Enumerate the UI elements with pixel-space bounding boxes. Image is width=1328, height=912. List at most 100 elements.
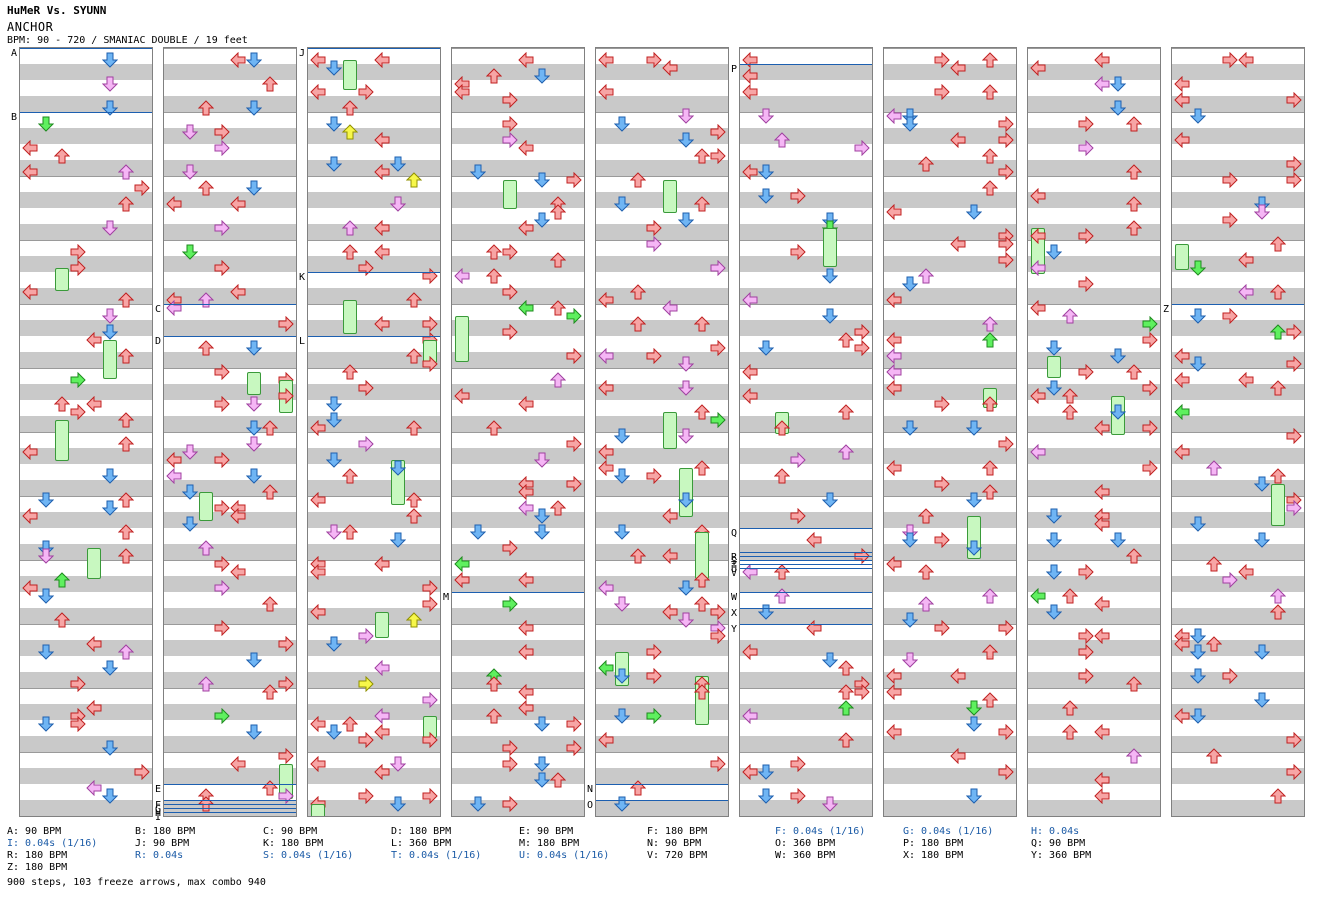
legend-entry: P: 180 BPM: [903, 838, 964, 849]
left-arrow-icon: [22, 580, 38, 596]
beat-band: [452, 736, 584, 752]
down-arrow-icon: [1110, 348, 1126, 364]
measure-line: [1028, 48, 1160, 49]
up-arrow-icon: [1270, 788, 1286, 804]
beat-band: [1028, 256, 1160, 272]
down-arrow-icon: [102, 660, 118, 676]
down-arrow-icon: [246, 436, 262, 452]
legend-entry: R: 180 BPM: [7, 850, 68, 861]
right-arrow-icon: [566, 476, 582, 492]
beat-band: [452, 384, 584, 400]
up-arrow-icon: [118, 548, 134, 564]
bpm-change-line: [20, 48, 152, 49]
right-arrow-icon: [502, 756, 518, 772]
down-arrow-icon: [1046, 244, 1062, 260]
bpm-marker-label: L: [299, 336, 306, 347]
measure-line: [20, 624, 152, 625]
right-arrow-icon: [214, 260, 230, 276]
left-arrow-icon: [1094, 484, 1110, 500]
up-arrow-icon: [262, 684, 278, 700]
left-arrow-icon: [374, 316, 390, 332]
beat-band: [164, 288, 296, 304]
beat-band: [884, 704, 1016, 720]
up-arrow-icon: [486, 676, 502, 692]
measure-line: [596, 304, 728, 305]
right-arrow-icon: [358, 732, 374, 748]
down-arrow-icon: [614, 596, 630, 612]
beat-band: [884, 768, 1016, 784]
up-arrow-icon: [118, 524, 134, 540]
up-arrow-icon: [918, 156, 934, 172]
freeze-arrow: [247, 372, 261, 395]
left-arrow-icon: [22, 284, 38, 300]
bpm-change-line: [308, 336, 440, 337]
beat-band: [452, 96, 584, 112]
down-arrow-icon: [902, 116, 918, 132]
beat-band: [740, 480, 872, 496]
bpm-marker-label: G: [155, 804, 162, 815]
beat-band: [596, 352, 728, 368]
left-arrow-icon: [1174, 348, 1190, 364]
legend-entry: A: 90 BPM: [7, 826, 62, 837]
freeze-arrow: [823, 228, 837, 267]
beat-band: [740, 352, 872, 368]
legend-entry: E: 90 BPM: [519, 826, 574, 837]
right-arrow-icon: [1078, 628, 1094, 644]
down-arrow-icon: [758, 764, 774, 780]
beat-band: [164, 608, 296, 624]
down-arrow-icon: [246, 100, 262, 116]
right-arrow-icon: [790, 188, 806, 204]
right-arrow-icon: [278, 316, 294, 332]
down-arrow-icon: [534, 508, 550, 524]
down-arrow-icon: [390, 196, 406, 212]
beat-band: [164, 544, 296, 560]
beat-band: [884, 736, 1016, 752]
bpm-marker-label: N: [587, 784, 594, 795]
up-arrow-icon: [118, 412, 134, 428]
bpm-change-line: [164, 812, 296, 813]
left-arrow-icon: [950, 236, 966, 252]
left-arrow-icon: [662, 300, 678, 316]
left-arrow-icon: [950, 60, 966, 76]
bpm-marker-label: T: [731, 560, 738, 571]
legend-entry: K: 180 BPM: [263, 838, 324, 849]
down-arrow-icon: [1254, 204, 1270, 220]
right-arrow-icon: [998, 764, 1014, 780]
measure-line: [1028, 752, 1160, 753]
measure-line: [884, 752, 1016, 753]
left-arrow-icon: [1094, 516, 1110, 532]
beat-band: [1028, 64, 1160, 80]
up-arrow-icon: [1206, 748, 1222, 764]
left-arrow-icon: [230, 756, 246, 772]
beat-band: [308, 256, 440, 272]
measure-line: [740, 48, 872, 49]
beat-band: [740, 256, 872, 272]
up-arrow-icon: [694, 572, 710, 588]
up-arrow-icon: [118, 164, 134, 180]
right-arrow-icon: [1078, 644, 1094, 660]
beat-band: [1172, 160, 1304, 176]
left-arrow-icon: [662, 604, 678, 620]
beat-band: [1028, 352, 1160, 368]
beat-band: [308, 224, 440, 240]
measure-line: [20, 752, 152, 753]
measure-line: [596, 48, 728, 49]
chart-column-8: [1027, 47, 1161, 817]
left-arrow-icon: [1094, 52, 1110, 68]
down-arrow-icon: [614, 668, 630, 684]
right-arrow-icon: [710, 340, 726, 356]
freeze-arrow: [503, 180, 517, 209]
left-arrow-icon: [1030, 444, 1046, 460]
down-arrow-icon: [614, 524, 630, 540]
down-arrow-icon: [38, 548, 54, 564]
left-arrow-icon: [1174, 708, 1190, 724]
legend-entry: X: 180 BPM: [903, 850, 964, 861]
up-arrow-icon: [198, 292, 214, 308]
beat-band: [20, 800, 152, 816]
right-arrow-icon: [646, 236, 662, 252]
measure-line: [740, 432, 872, 433]
beat-band: [1172, 416, 1304, 432]
beat-band: [884, 512, 1016, 528]
left-arrow-icon: [806, 532, 822, 548]
left-arrow-icon: [598, 84, 614, 100]
